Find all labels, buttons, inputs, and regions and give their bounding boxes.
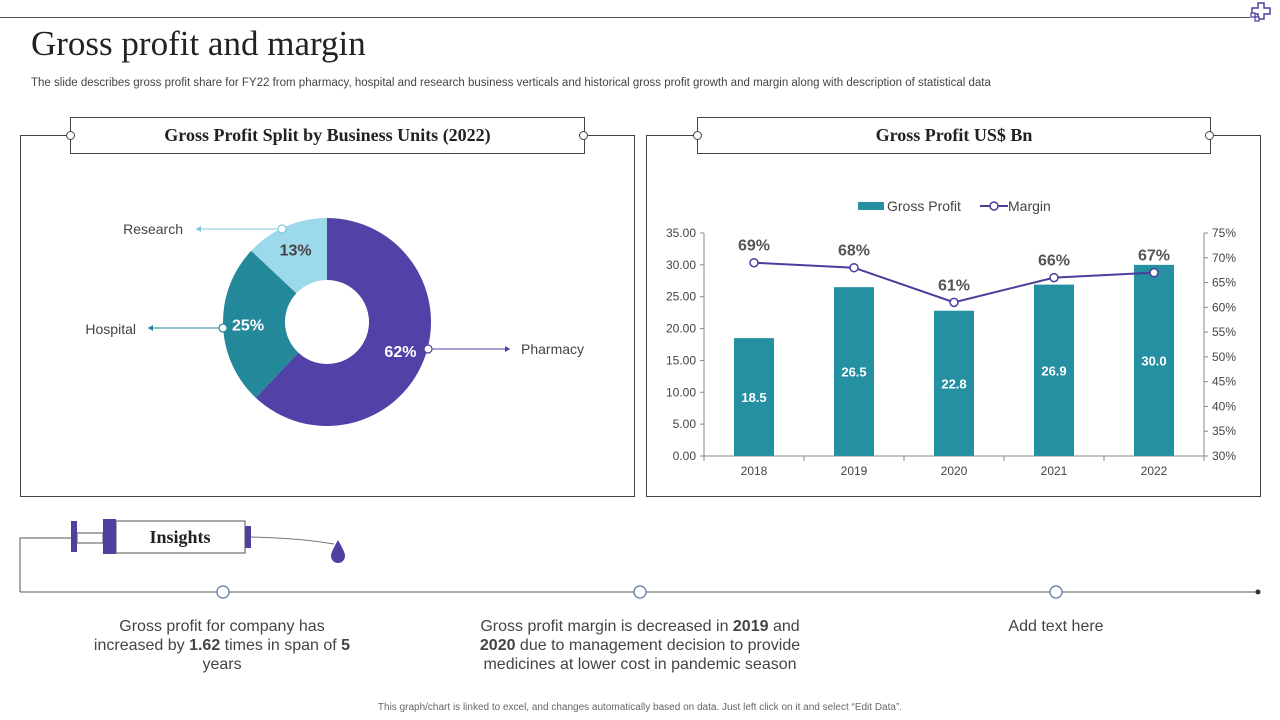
chart-legend: Gross Profit Margin: [858, 198, 1051, 214]
donut-slice-research: [251, 218, 327, 294]
donut-data-label: 13%: [280, 242, 312, 259]
y2-tick-label: 50%: [1212, 350, 1236, 364]
bar-data-label: 26.5: [841, 365, 866, 380]
insights-label: Insights: [149, 527, 211, 547]
title-knob: [66, 131, 75, 140]
margin-data-label: 69%: [738, 238, 770, 255]
top-divider: [0, 17, 1250, 18]
timeline-marker: [1049, 585, 1063, 599]
bar-2021: [1034, 284, 1074, 456]
footer-note: This graph/chart is linked to excel, and…: [377, 702, 903, 713]
bar-2022: [1134, 264, 1174, 456]
y2-tick-label: 65%: [1212, 276, 1236, 290]
category-label-research: Research: [123, 221, 183, 237]
margin-point-2020: [949, 297, 959, 308]
timeline-marker: [633, 585, 647, 599]
donut-data-label: 62%: [384, 344, 416, 361]
legend-swatch-gross-profit: [858, 202, 884, 210]
y-tick-label: 35.00: [666, 226, 696, 240]
timeline-end-dot: [1255, 589, 1261, 595]
margin-data-label: 67%: [1138, 248, 1170, 265]
bar-data-label: 22.8: [941, 376, 966, 391]
category-label-pharmacy: Pharmacy: [521, 341, 584, 357]
margin-point-2019: [849, 262, 859, 273]
title-knob: [1205, 131, 1214, 140]
title-knob: [693, 131, 702, 140]
donut-chart-title: Gross Profit Split by Business Units (20…: [70, 117, 585, 154]
donut-slice-hospital: [223, 250, 299, 398]
margin-data-label: 61%: [938, 277, 970, 294]
y2-tick-label: 30%: [1212, 449, 1236, 463]
insights-timeline: [19, 519, 1261, 599]
syringe-icon: [71, 519, 345, 563]
page-subtitle: The slide describes gross profit share f…: [31, 77, 991, 89]
margin-point-2018: [749, 257, 759, 268]
donut-chart: 62% 25% 13% Pharmacy Hospital Research: [85, 218, 584, 426]
bar-2019: [834, 287, 874, 456]
page-title: Gross profit and margin: [31, 24, 366, 63]
y-tick-label: 20.00: [666, 322, 696, 336]
callout-dot: [423, 344, 433, 354]
margin-data-label: 68%: [838, 243, 870, 260]
callout-arrow: [505, 346, 510, 352]
bar-chart-title: Gross Profit US$ Bn: [697, 117, 1211, 154]
callout-dot: [218, 323, 228, 333]
puzzle-cross-icon: [1250, 2, 1271, 22]
timeline-marker: [216, 585, 230, 599]
y2-tick-label: 40%: [1212, 399, 1236, 413]
bar-data-label: 26.9: [1041, 363, 1066, 378]
donut-chart-panel: [20, 135, 635, 497]
timeline-connector: [19, 537, 72, 592]
bar-data-label: 18.5: [741, 390, 766, 405]
y2-tick-label: 45%: [1212, 375, 1236, 389]
legend-label-gross-profit: Gross Profit: [887, 198, 961, 214]
y2-tick-label: 70%: [1212, 251, 1236, 265]
donut-data-label: 25%: [232, 317, 264, 334]
y-tick-label: 30.00: [666, 258, 696, 272]
margin-point-2021: [1049, 272, 1059, 283]
x-tick-label: 2018: [741, 464, 768, 478]
bar-line-chart: 0.00 5.00 10.00 15.00 20.00 25.00 30.00 35.00 30…: [666, 198, 1236, 478]
title-knob: [579, 131, 588, 140]
y-tick-label: 0.00: [673, 449, 697, 463]
legend-label-margin: Margin: [1008, 198, 1051, 214]
callout-dot: [277, 224, 287, 234]
y-tick-label: 10.00: [666, 385, 696, 399]
insight-text-1: Gross profit for company has increased b…: [93, 618, 351, 673]
x-tick-label: 2019: [841, 464, 868, 478]
bar-2018: [734, 338, 774, 456]
x-tick-label: 2021: [1041, 464, 1068, 478]
y-tick-label: 15.00: [666, 353, 696, 367]
callout-arrow: [196, 226, 201, 232]
y-tick-label: 5.00: [673, 417, 697, 431]
category-label-hospital: Hospital: [85, 321, 136, 337]
y2-tick-label: 60%: [1212, 300, 1236, 314]
x-tick-label: 2022: [1141, 464, 1168, 478]
y2-tick-label: 75%: [1212, 226, 1236, 240]
insight-text-2: Gross profit margin is decreased in 2019…: [479, 618, 801, 673]
y2-tick-label: 55%: [1212, 325, 1236, 339]
donut-slice-pharmacy: [255, 218, 431, 426]
callout-arrow: [148, 325, 153, 331]
insight-text-3[interactable]: Add text here: [1008, 618, 1104, 635]
x-tick-label: 2020: [941, 464, 968, 478]
margin-data-label: 66%: [1038, 253, 1070, 270]
bar-2020: [934, 310, 974, 456]
bar-data-label: 30.0: [1141, 353, 1166, 368]
y-tick-label: 25.00: [666, 290, 696, 304]
y2-tick-label: 35%: [1212, 424, 1236, 438]
margin-point-2022: [1149, 267, 1159, 278]
